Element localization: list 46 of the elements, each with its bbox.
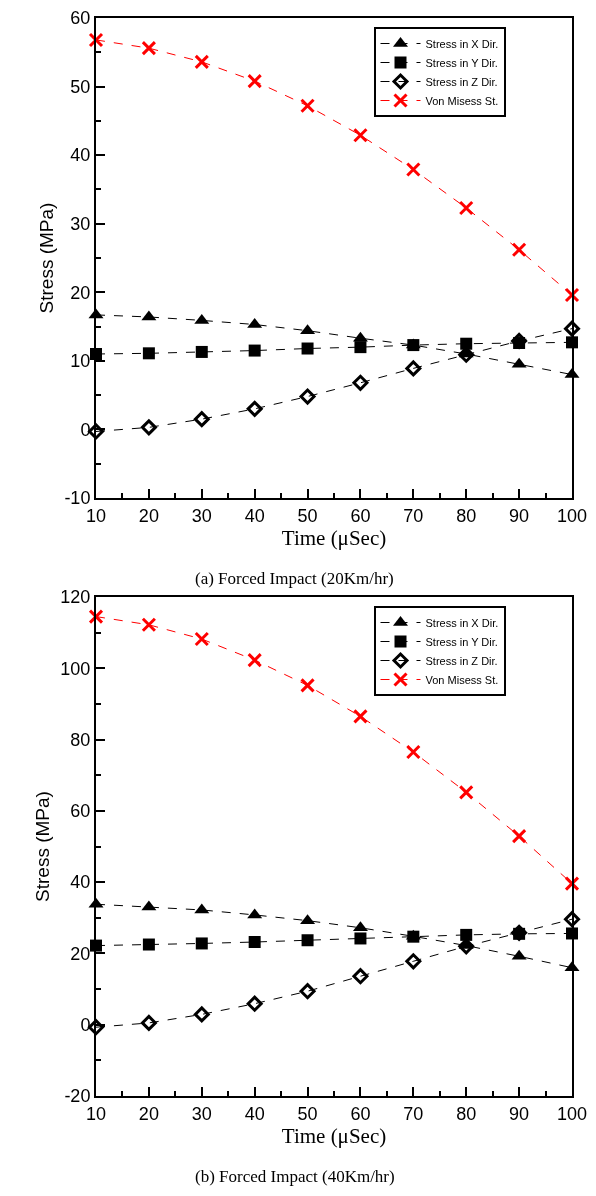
y-tick-label: 80 xyxy=(70,729,91,750)
y-tick-label: 20 xyxy=(70,943,91,964)
legend-label: Von Misess St. xyxy=(425,94,499,107)
legend-label: Von Misess St. xyxy=(425,673,499,686)
y-tick-label: 60 xyxy=(70,8,91,29)
y-tick-label: 100 xyxy=(60,658,91,679)
x-tick-label: 20 xyxy=(138,1103,159,1124)
y-axis-title: Stress (MPa) xyxy=(35,202,57,314)
x-axis-title: Time (μSec) xyxy=(281,1123,387,1148)
y-axis-title: Stress (MPa) xyxy=(31,791,53,902)
y-tick-label: 60 xyxy=(70,801,91,822)
y-tick-label: 40 xyxy=(70,872,91,893)
x-tick-label: 60 xyxy=(350,1103,371,1124)
legend-label: Stress in Y Dir. xyxy=(425,635,498,648)
x-tick-label: 70 xyxy=(403,505,424,526)
x-axis-title: Time (μSec) xyxy=(281,525,387,550)
text: (b) Forced Impact (40Km/hr) xyxy=(195,1167,395,1186)
y-tick-label: 40 xyxy=(70,145,91,166)
x-tick-label: 100 xyxy=(556,505,588,526)
x-tick-label: 40 xyxy=(244,1103,265,1124)
x-tick-label: 90 xyxy=(509,505,530,526)
y-tick-label: 120 xyxy=(60,587,91,608)
x-tick-label: 50 xyxy=(297,505,318,526)
x-tick-label: 90 xyxy=(509,1103,530,1124)
y-tick-label: 50 xyxy=(70,76,91,97)
x-tick-label: 40 xyxy=(244,505,265,526)
x-tick-label: 30 xyxy=(191,1103,212,1124)
legend-label: Stress in Z Dir. xyxy=(425,654,498,667)
legend-label: Stress in Y Dir. xyxy=(425,56,498,69)
y-tick-label: -10 xyxy=(64,488,91,509)
x-tick-label: 60 xyxy=(350,505,371,526)
x-tick-label: 80 xyxy=(456,1103,477,1124)
y-tick-label: -20 xyxy=(64,1086,91,1107)
x-tick-label: 20 xyxy=(138,505,159,526)
x-tick-label: 70 xyxy=(403,1103,424,1124)
x-tick-label: 50 xyxy=(297,1103,318,1124)
x-tick-label: 80 xyxy=(456,505,477,526)
y-tick-label: 20 xyxy=(70,282,91,303)
text: (a) Forced Impact (20Km/hr) xyxy=(195,569,394,588)
y-tick-label: 30 xyxy=(70,214,91,235)
legend-label: Stress in X Dir. xyxy=(425,37,499,50)
y-tick-label: 10 xyxy=(70,351,91,372)
legend-label: Stress in Z Dir. xyxy=(425,75,498,88)
x-tick-label: 100 xyxy=(556,1103,588,1124)
legend-label: Stress in X Dir. xyxy=(425,616,499,629)
x-tick-label: 30 xyxy=(191,505,212,526)
